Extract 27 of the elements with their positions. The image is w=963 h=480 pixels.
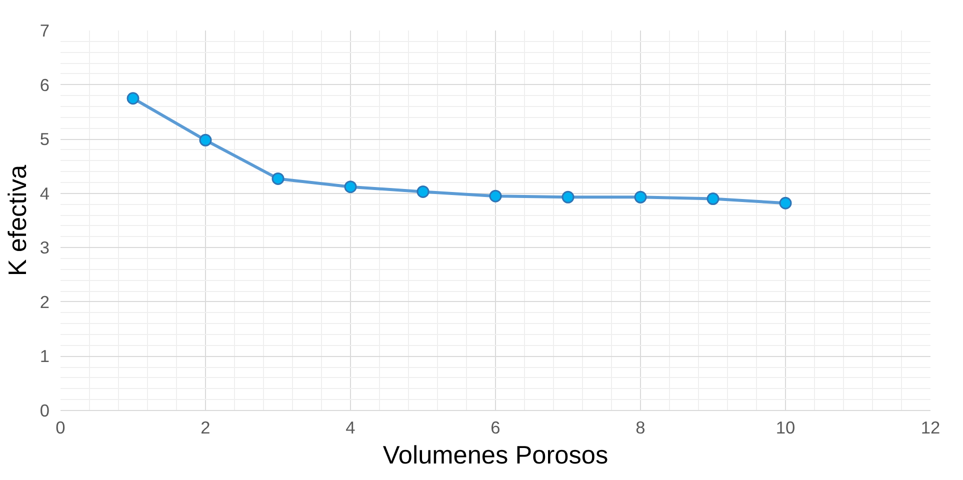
- x-tick-label: 0: [56, 418, 66, 438]
- point: [344, 180, 357, 194]
- x-tick-label: 6: [490, 418, 500, 438]
- y-tick-label: 5: [40, 129, 50, 150]
- y-tick-label: 4: [40, 183, 50, 204]
- point: [272, 172, 284, 185]
- point: [779, 196, 792, 210]
- x-axis-title: Volumenes Porosos: [382, 442, 608, 470]
- point: [562, 190, 574, 204]
- point: [634, 190, 647, 204]
- x-tick-label: 4: [346, 418, 356, 438]
- y-tick-label: 3: [40, 238, 50, 258]
- point: [489, 190, 502, 202]
- y-axis-title: K efectiva: [4, 164, 32, 276]
- x-tick-label: 8: [636, 418, 646, 438]
- point: [199, 134, 212, 146]
- y-tick-label: 2: [40, 292, 50, 312]
- x-tick-label: 10: [776, 418, 796, 438]
- x-tick-label: 2: [200, 418, 210, 438]
- point: [416, 185, 430, 198]
- point: [706, 192, 720, 206]
- y-tick-label: 7: [40, 20, 50, 40]
- point: [126, 92, 140, 105]
- y-tick-label: 0: [40, 400, 50, 420]
- y-tick-label: 6: [40, 74, 50, 95]
- y-tick-label: 1: [40, 346, 50, 366]
- x-tick-label: 12: [920, 418, 940, 438]
